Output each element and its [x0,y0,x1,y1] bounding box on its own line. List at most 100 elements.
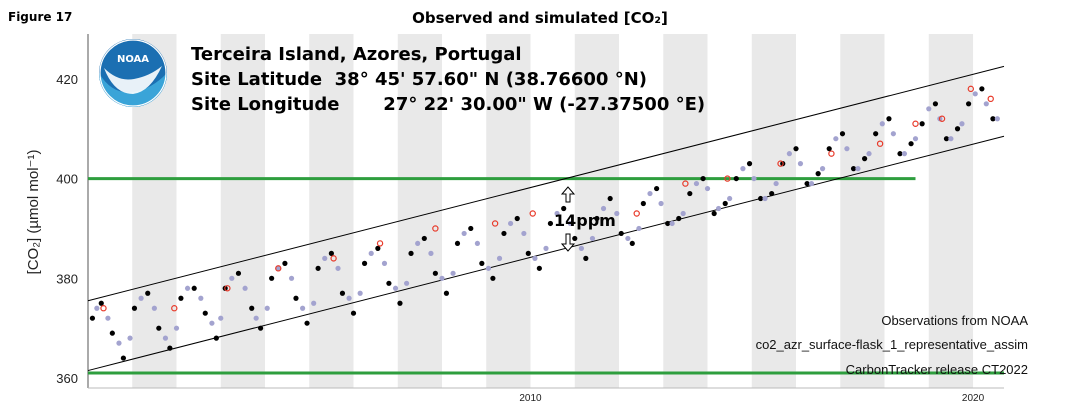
point-simulated [184,285,191,291]
point-observed [990,116,996,122]
point-observed [919,121,925,127]
point-simulated [151,305,157,311]
point-observed [257,325,264,331]
point-observed [815,171,821,177]
point-simulated [450,270,456,276]
note-observations: Observations from NOAA [881,313,1028,328]
reference-lines [88,177,1004,375]
point-simulated [229,275,235,281]
note-site-file: co2_azr_surface-flask_1_representative_a… [756,337,1028,352]
point-observed [640,200,646,207]
point-flagged [171,305,178,312]
point-simulated [926,106,932,112]
point-simulated [589,235,596,242]
point-simulated [751,175,757,182]
year-band [574,34,620,388]
point-simulated [461,230,467,237]
point-observed [547,220,554,227]
point-observed [386,280,392,286]
site-latitude: Site Latitude 38° 45' 57.60" N (38.76600… [191,69,647,90]
year-band [486,34,531,388]
point-simulated [253,315,259,321]
point-observed [178,295,184,301]
point-simulated [833,136,839,142]
point-simulated [614,210,620,217]
year-band [928,34,974,388]
point-flagged [275,265,282,272]
point-simulated [428,250,434,256]
point-simulated [740,166,746,172]
point-simulated [680,210,686,217]
point-simulated [127,335,133,341]
point-simulated [368,250,374,256]
point-simulated [879,121,885,127]
point-observed [886,116,892,122]
point-flagged [987,95,994,103]
point-observed [943,136,950,142]
point-observed [722,200,728,207]
point-observed [408,250,414,256]
point-flagged [912,120,919,127]
y-tick-label: 420 [56,72,78,87]
point-observed [561,205,567,212]
point-flagged [876,140,884,147]
point-observed [687,190,693,197]
point-simulated [105,315,111,321]
point-simulated [198,295,204,301]
point-simulated [162,335,169,341]
point-flagged [376,240,384,247]
point-flagged [682,180,689,187]
y-axis-title: [CO₂] (µmol mol⁻¹) [25,150,42,275]
point-observed [839,131,846,137]
point-observed [758,195,764,202]
point-observed [120,355,127,361]
point-flagged [491,220,499,227]
point-simulated [693,180,700,187]
point-observed [202,310,208,316]
point-simulated [496,255,503,261]
point-simulated [959,121,965,127]
point-simulated [554,210,560,217]
point-simulated [797,161,804,167]
point-simulated [507,220,514,227]
y-tick-label: 400 [56,172,78,187]
point-observed [375,245,381,251]
point-simulated [288,275,295,281]
point-simulated [704,185,711,192]
year-band [220,34,266,388]
point-flagged [100,305,107,312]
logo-text: NOAA [117,54,149,65]
point-simulated [173,325,180,331]
point-simulated [819,166,826,172]
point-simulated [983,101,989,107]
point-observed [145,290,151,296]
point-simulated [715,205,722,212]
point-observed [897,151,903,157]
point-simulated [901,151,908,157]
point-observed [98,300,104,306]
figure-label: Figure 17 [8,10,73,24]
point-flagged [633,210,640,217]
point-flagged [777,160,784,167]
point-simulated [311,300,317,306]
point-observed [156,325,162,331]
point-observed [213,335,219,341]
point-simulated [773,180,779,187]
point-simulated [264,305,270,311]
chart-title: Observed and simulated [CO₂] [412,9,668,27]
point-observed [167,345,173,351]
envelope-upper-line [87,65,1005,302]
point-flagged [828,150,835,157]
point-observed [769,190,775,197]
year-band [751,34,797,388]
y-tick-labels: 360 380 400 420 [56,72,78,386]
y-tick-label: 360 [56,371,78,386]
point-observed [793,146,799,152]
point-simulated [209,320,215,326]
point-simulated [669,220,675,227]
y-tick-label: 380 [56,271,78,286]
point-observed [432,270,438,276]
point-observed [131,305,138,311]
point-observed [525,250,531,256]
